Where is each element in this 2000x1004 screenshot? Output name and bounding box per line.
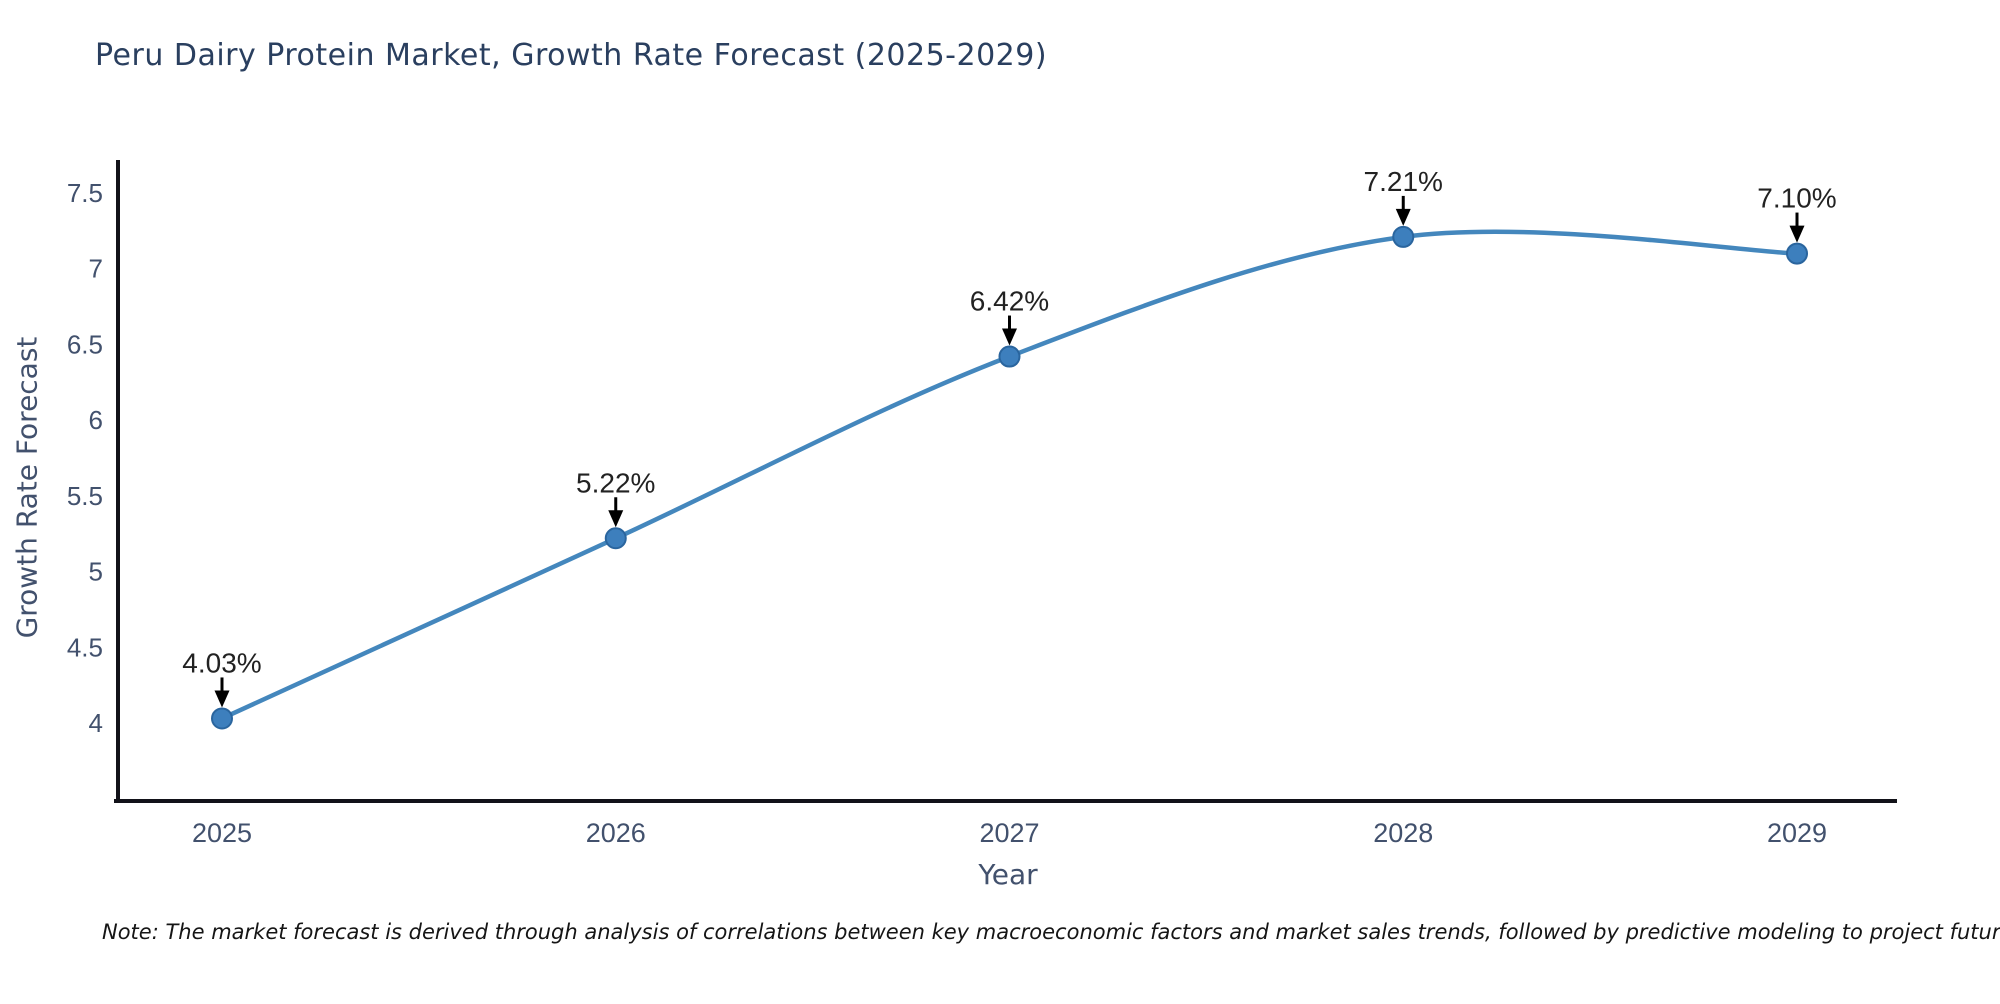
data-point-annotation: 6.42% [970,286,1049,317]
x-tick-label: 2025 [192,818,252,848]
annotation-arrow-head [214,690,230,708]
chart-footnote: Note: The market forecast is derived thr… [102,920,2000,944]
data-point-annotation: 7.10% [1757,183,1836,214]
annotation-arrow-head [608,510,624,528]
annotation-arrow-head [1395,208,1411,226]
x-tick-label: 2027 [979,818,1039,848]
y-tick-label: 7.5 [67,178,103,208]
y-axis-title: Growth Rate Forecast [10,336,44,639]
data-point-marker [1392,225,1415,248]
x-tick-label: 2026 [586,818,646,848]
data-point-marker [604,527,627,550]
data-point-annotation: 7.21% [1364,166,1443,197]
data-point-marker [211,707,233,730]
y-tick-label: 5 [89,557,103,587]
y-tick-label: 4.5 [67,632,103,662]
y-tick-label: 7 [89,254,103,284]
y-tick-label: 5.5 [67,481,103,511]
annotation-arrow-head [1002,328,1017,346]
data-point-annotation: 4.03% [182,647,261,678]
chart-title: Peru Dairy Protein Market, Growth Rate F… [95,38,1048,73]
annotation-arrow-head [1789,225,1805,243]
x-tick-label: 2029 [1767,818,1827,848]
y-tick-label: 4 [89,708,103,738]
data-point-marker [1786,242,1808,265]
data-point-marker [998,345,1021,368]
y-tick-label: 6.5 [67,329,103,359]
x-tick-label: 2028 [1373,818,1433,848]
y-tick-label: 6 [89,405,103,435]
x-axis-title: Year [978,858,1038,891]
data-point-annotation: 5.22% [576,467,655,498]
